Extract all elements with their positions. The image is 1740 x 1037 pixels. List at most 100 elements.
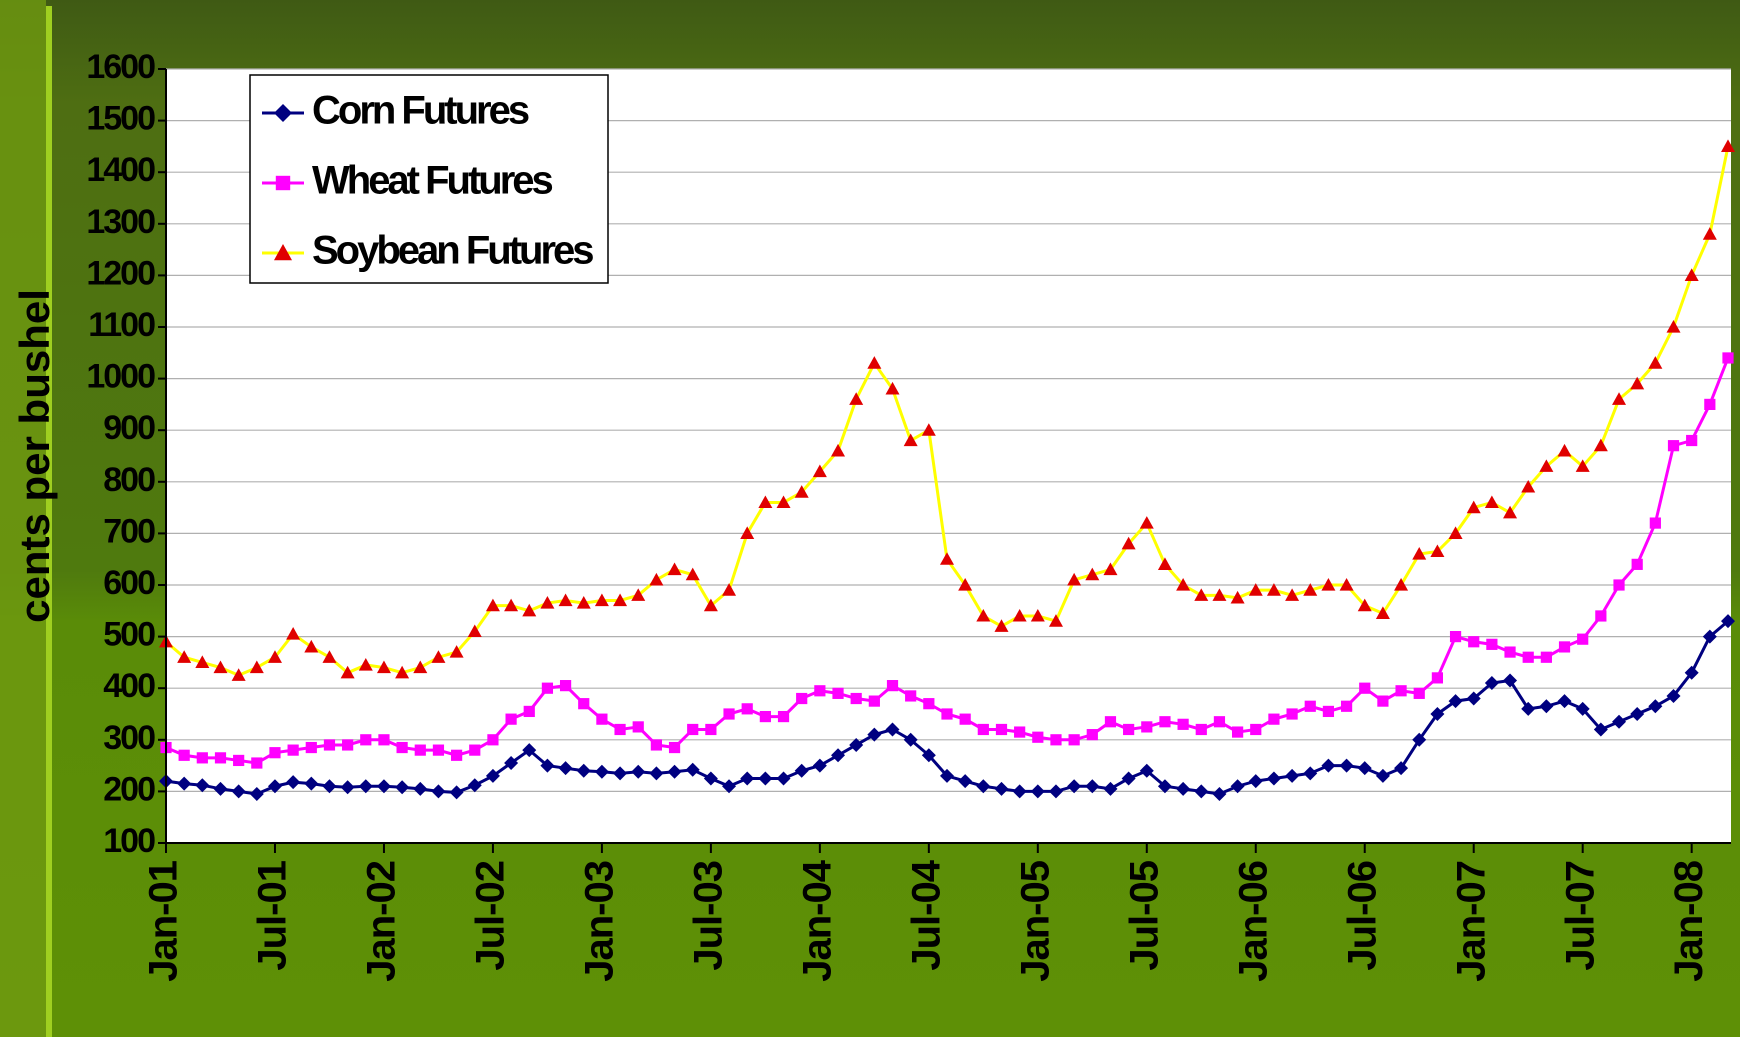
point <box>594 764 609 779</box>
point <box>1575 701 1590 716</box>
point <box>940 768 954 783</box>
y-tick-label: 300 <box>103 719 155 757</box>
x-tick-label: Jan-03 <box>577 861 621 982</box>
point <box>1304 700 1316 712</box>
point <box>267 650 282 663</box>
point <box>304 639 319 653</box>
point <box>958 774 973 789</box>
point <box>1266 771 1281 786</box>
y-tick-label: 200 <box>103 770 155 808</box>
point <box>1139 763 1154 778</box>
point <box>322 779 337 794</box>
point <box>1721 139 1735 152</box>
point <box>1014 726 1026 738</box>
point <box>994 619 1009 632</box>
point <box>540 596 555 609</box>
point <box>1666 320 1681 333</box>
point <box>1250 723 1262 736</box>
point <box>886 680 899 692</box>
x-tick-label: Jan-05 <box>1013 860 1057 981</box>
point <box>831 748 846 763</box>
point <box>613 593 628 607</box>
point <box>305 741 317 754</box>
point <box>1359 682 1371 694</box>
point <box>431 650 446 663</box>
point <box>1612 392 1627 405</box>
point <box>776 495 791 509</box>
point <box>1067 572 1082 586</box>
point <box>1212 786 1227 801</box>
point <box>667 562 682 576</box>
side-rule <box>46 6 52 1037</box>
point <box>1139 516 1154 529</box>
point <box>832 687 844 699</box>
point <box>522 603 537 617</box>
point <box>1194 588 1209 601</box>
point <box>449 785 464 800</box>
point <box>541 682 554 694</box>
point <box>1448 526 1463 539</box>
x-tick-label: Jul-05 <box>1122 860 1166 970</box>
point <box>1484 495 1499 509</box>
y-tick-label: 700 <box>103 512 155 550</box>
point <box>1631 558 1643 570</box>
point <box>231 668 246 681</box>
point <box>432 744 445 756</box>
point <box>178 749 190 761</box>
point <box>342 739 354 751</box>
point <box>1303 766 1318 781</box>
x-tick-label: Jan-01 <box>142 860 186 981</box>
point <box>632 721 644 733</box>
point <box>1412 732 1427 747</box>
point <box>559 680 572 692</box>
point <box>558 593 573 607</box>
point <box>1722 352 1734 364</box>
point <box>1484 676 1499 691</box>
x-tick-label: Jan-04 <box>795 859 839 981</box>
point <box>1686 434 1698 447</box>
point <box>322 650 337 663</box>
point <box>340 665 355 679</box>
point <box>414 744 426 756</box>
point <box>1377 695 1389 707</box>
point <box>1085 779 1100 794</box>
point <box>1666 688 1681 703</box>
point <box>1357 761 1372 776</box>
point <box>722 779 737 794</box>
point <box>378 734 390 746</box>
point <box>1430 707 1445 721</box>
point <box>1212 588 1227 601</box>
point <box>505 713 517 725</box>
point <box>274 244 292 261</box>
point <box>413 660 428 674</box>
point <box>921 423 936 436</box>
point <box>1557 443 1572 457</box>
point <box>921 748 936 763</box>
point <box>1522 651 1534 663</box>
point <box>1030 784 1045 799</box>
point <box>1704 398 1716 410</box>
point <box>1649 517 1661 529</box>
point <box>396 741 408 754</box>
point <box>231 784 246 799</box>
point <box>741 703 753 715</box>
point <box>794 763 809 778</box>
point <box>903 732 918 747</box>
point <box>1540 651 1552 663</box>
point <box>578 698 590 710</box>
point <box>467 778 482 793</box>
point <box>705 723 717 736</box>
point <box>213 781 228 796</box>
point <box>1213 716 1226 728</box>
point <box>1375 606 1390 619</box>
point <box>1321 578 1336 591</box>
point <box>1577 633 1589 645</box>
point <box>504 598 519 612</box>
point <box>885 381 900 395</box>
point <box>485 598 500 612</box>
point <box>451 749 463 761</box>
point <box>358 657 373 671</box>
point <box>1030 608 1045 622</box>
point <box>849 392 864 405</box>
